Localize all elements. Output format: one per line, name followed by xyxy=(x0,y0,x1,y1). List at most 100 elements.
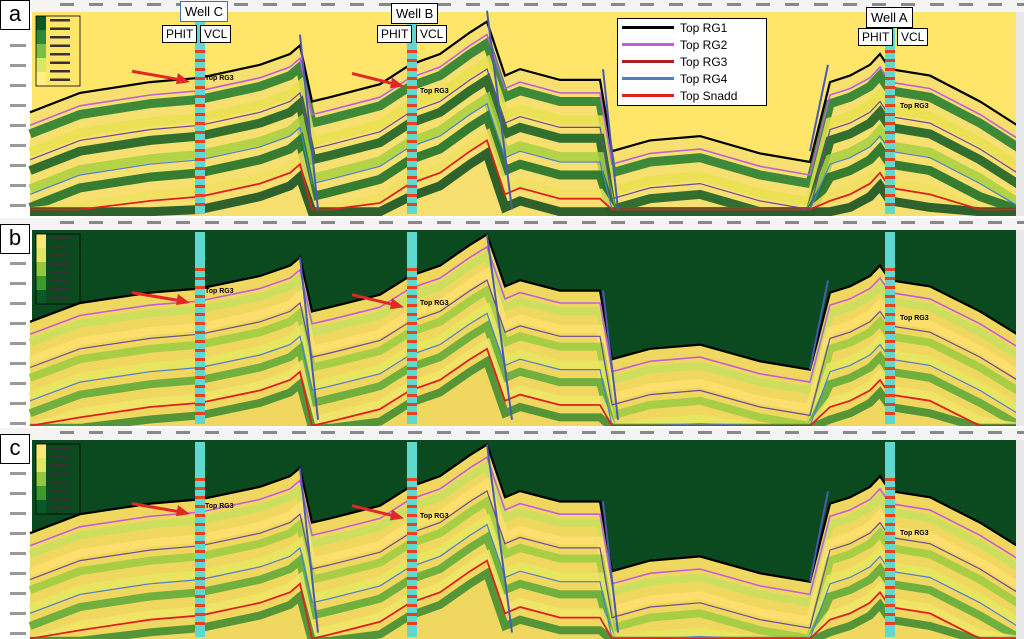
axis-tick xyxy=(118,221,132,224)
well-log-sample xyxy=(407,586,417,589)
well-log-sample xyxy=(885,167,895,170)
horizon-mark-label: Top RG3 xyxy=(205,288,234,295)
axis-tick xyxy=(379,3,393,6)
axis-tick xyxy=(176,221,190,224)
well-log-sample xyxy=(407,550,417,553)
well-log-sample xyxy=(407,268,417,271)
well-log-sample xyxy=(195,131,205,134)
well-log-icon xyxy=(885,232,895,424)
depth-tick xyxy=(10,342,26,345)
depth-tick xyxy=(10,382,26,385)
axis-tick xyxy=(959,3,973,6)
axis-tick xyxy=(901,221,915,224)
fault-line xyxy=(809,491,829,582)
seismic-band xyxy=(28,91,1024,216)
axis-tick xyxy=(292,3,306,6)
axis-tick xyxy=(234,431,248,434)
well-log-sample xyxy=(195,322,205,325)
legend-swatch xyxy=(622,60,674,63)
seismic-band xyxy=(28,73,1024,216)
well-log-sample xyxy=(195,340,205,343)
legend-label: Top RG3 xyxy=(680,54,728,69)
well-log-sample xyxy=(885,158,895,161)
well-track xyxy=(885,232,895,424)
colorbar-tick xyxy=(50,237,70,240)
well-b-name: Well B xyxy=(391,3,439,24)
colorbar-tick xyxy=(50,296,70,299)
well-log-sample xyxy=(195,203,205,206)
axis-tick xyxy=(930,3,944,6)
axis-tick xyxy=(495,221,509,224)
axis-tick xyxy=(437,221,451,224)
well-log-sample xyxy=(885,295,895,298)
axis-tick xyxy=(640,431,654,434)
well-log-sample xyxy=(885,140,895,143)
depth-tick xyxy=(10,104,26,107)
well-log-sample xyxy=(195,50,205,53)
depth-tick xyxy=(10,164,26,167)
depth-tick xyxy=(10,64,26,67)
well-log-sample xyxy=(195,478,205,481)
colorbar-frame xyxy=(35,15,81,87)
well-log-sample xyxy=(407,385,417,388)
gap-region xyxy=(612,571,810,639)
fault-line xyxy=(299,467,319,633)
seismic-band xyxy=(28,109,1024,216)
axis-tick xyxy=(379,221,393,224)
axis-tick xyxy=(611,3,625,6)
well-log-sample xyxy=(407,140,417,143)
axis-tick xyxy=(234,3,248,6)
axis-tick xyxy=(698,3,712,6)
horizon-mark-label: Top RG3 xyxy=(420,300,449,307)
colorbar-icon xyxy=(35,15,81,87)
well-log-sample xyxy=(407,113,417,116)
colorbar-tick xyxy=(50,44,70,47)
colorbar-step xyxy=(36,16,46,30)
well-log-sample xyxy=(195,268,205,271)
well-log-icon xyxy=(407,232,417,424)
axis-tick xyxy=(524,221,538,224)
colorbar-tick xyxy=(50,481,70,484)
panel-label-b: b xyxy=(0,224,30,254)
well-log-sample xyxy=(195,277,205,280)
fault-line xyxy=(299,257,319,420)
well-log-sample xyxy=(195,295,205,298)
well-log-sample xyxy=(407,158,417,161)
depth-tick xyxy=(10,402,26,405)
depth-tick xyxy=(10,512,26,515)
well-log-sample xyxy=(885,541,895,544)
axis-tick xyxy=(524,3,538,6)
seismic-band xyxy=(28,549,1024,639)
well-c-phit: PHIT xyxy=(162,25,198,43)
depth-scale xyxy=(0,230,32,426)
horizon-mark-label: Top RG3 xyxy=(420,88,449,95)
well-log-sample xyxy=(885,113,895,116)
well-log-sample xyxy=(195,185,205,188)
axis-tick xyxy=(930,221,944,224)
well-log-icon xyxy=(195,14,205,214)
well-log-sample xyxy=(407,367,417,370)
fault-line xyxy=(602,501,619,633)
well-log-sample xyxy=(195,376,205,379)
well-log-sample xyxy=(407,559,417,562)
well-log-sample xyxy=(195,140,205,143)
well-log-sample xyxy=(195,113,205,116)
well-log-sample xyxy=(195,95,205,98)
axis-tick xyxy=(437,3,451,6)
arrow-head xyxy=(390,298,404,310)
well-log-sample xyxy=(407,595,417,598)
axis-tick xyxy=(1017,431,1024,434)
well-log-sample xyxy=(885,203,895,206)
well-log-sample xyxy=(885,514,895,517)
horizon-mark-label: Top RG3 xyxy=(900,103,929,110)
well-log-sample xyxy=(885,496,895,499)
colorbar-tick xyxy=(50,455,70,458)
seismic-band xyxy=(28,495,1024,639)
horizon-line xyxy=(29,442,1024,583)
well-log-sample xyxy=(407,95,417,98)
well-log-sample xyxy=(195,349,205,352)
well-log-sample xyxy=(885,277,895,280)
well-log-sample xyxy=(885,50,895,53)
axis-tick xyxy=(814,431,828,434)
well-log-sample xyxy=(195,595,205,598)
